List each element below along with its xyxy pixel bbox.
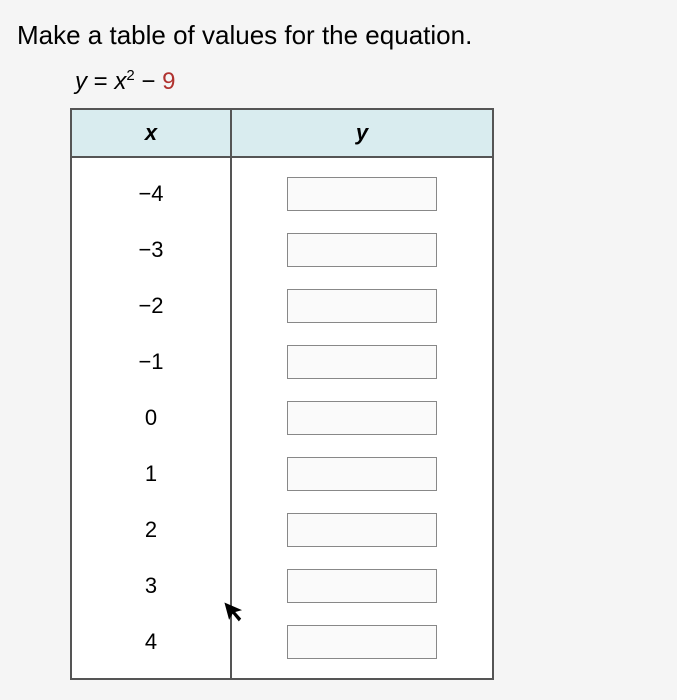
y-input-wrap xyxy=(232,166,492,222)
y-column xyxy=(232,158,492,678)
x-value: −2 xyxy=(72,278,230,334)
x-value: 1 xyxy=(72,446,230,502)
y-input[interactable] xyxy=(287,625,437,659)
y-input[interactable] xyxy=(287,457,437,491)
x-value: −1 xyxy=(72,334,230,390)
y-input[interactable] xyxy=(287,401,437,435)
y-input[interactable] xyxy=(287,233,437,267)
y-input-wrap xyxy=(232,222,492,278)
values-table: x y −4 −3 −2 −1 0 1 2 3 4 xyxy=(70,108,494,680)
y-input-wrap xyxy=(232,446,492,502)
y-input-wrap xyxy=(232,502,492,558)
y-input[interactable] xyxy=(287,177,437,211)
instruction-text: Make a table of values for the equation. xyxy=(17,20,662,51)
y-input-wrap xyxy=(232,334,492,390)
header-x: x xyxy=(72,110,232,156)
equation-constant: 9 xyxy=(162,68,175,95)
y-input[interactable] xyxy=(287,513,437,547)
equation: y = x2 − 9 xyxy=(75,67,662,96)
equation-base: x xyxy=(114,68,126,95)
y-input-wrap xyxy=(232,614,492,670)
equation-lhs: y xyxy=(75,68,87,95)
x-value: 0 xyxy=(72,390,230,446)
equation-equals: = xyxy=(94,68,108,95)
x-value: −3 xyxy=(72,222,230,278)
equation-exponent: 2 xyxy=(126,67,134,84)
header-y: y xyxy=(232,110,492,156)
y-input-wrap xyxy=(232,390,492,446)
x-value: 4 xyxy=(72,614,230,670)
table-body: −4 −3 −2 −1 0 1 2 3 4 xyxy=(72,158,492,678)
equation-minus: − xyxy=(141,68,155,95)
x-value: −4 xyxy=(72,166,230,222)
x-value: 2 xyxy=(72,502,230,558)
y-input[interactable] xyxy=(287,289,437,323)
x-column: −4 −3 −2 −1 0 1 2 3 4 xyxy=(72,158,232,678)
y-input[interactable] xyxy=(287,345,437,379)
x-value: 3 xyxy=(72,558,230,614)
y-input[interactable] xyxy=(287,569,437,603)
table-header-row: x y xyxy=(72,110,492,158)
y-input-wrap xyxy=(232,278,492,334)
y-input-wrap xyxy=(232,558,492,614)
